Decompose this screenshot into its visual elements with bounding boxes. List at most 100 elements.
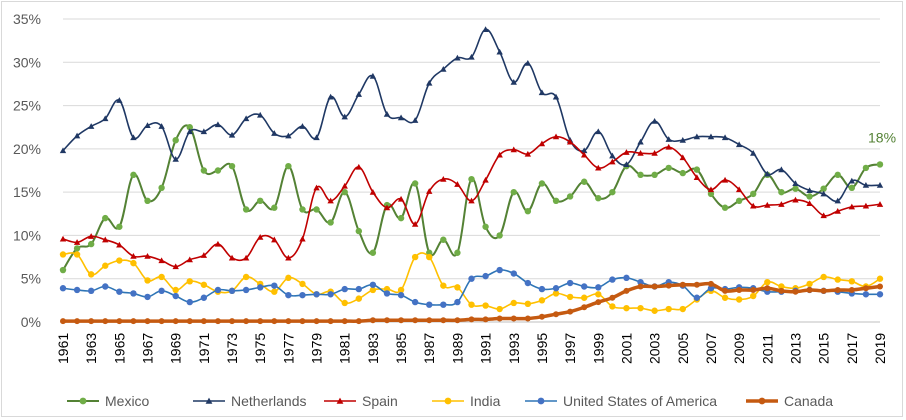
netherlands-point [397, 114, 405, 121]
canada-point [355, 318, 362, 325]
india-point [426, 253, 433, 261]
x-tick-label: 2005 [675, 333, 691, 364]
india-point [820, 273, 827, 281]
united-states-of-america-point [214, 286, 222, 294]
netherlands-point [116, 97, 123, 103]
canada-point [313, 318, 320, 325]
spain-point [735, 186, 743, 193]
spain-point [214, 240, 222, 247]
mexico-point [778, 188, 785, 196]
netherlands-point [426, 79, 433, 86]
canada-point [257, 318, 264, 325]
india-point [355, 295, 363, 302]
x-tick-label: 1985 [393, 333, 409, 364]
spain-point [750, 202, 757, 209]
netherlands-point [862, 182, 870, 188]
india-point [116, 257, 123, 264]
spain-point [637, 149, 644, 156]
netherlands-point [834, 197, 841, 204]
y-tick-label: 30% [13, 54, 41, 70]
netherlands-point [130, 134, 137, 141]
mexico-point [313, 206, 320, 213]
united-states-of-america-point [327, 291, 334, 298]
series-netherlands [59, 26, 884, 204]
mexico-point [87, 240, 95, 248]
x-tick-label: 1991 [478, 333, 494, 364]
india-point [242, 273, 250, 281]
canada-point [524, 315, 531, 322]
mexico-point [73, 245, 81, 252]
x-tick-label: 2003 [647, 333, 663, 364]
india-point [130, 259, 137, 267]
india-point [468, 301, 475, 308]
y-tick-label: 35% [13, 11, 41, 27]
india-point [778, 283, 785, 290]
netherlands-point [693, 133, 701, 140]
united-states-of-america-point [130, 290, 137, 297]
india-point [510, 299, 517, 307]
canada-point [693, 281, 700, 288]
canada-point [243, 318, 250, 325]
canada-point [440, 317, 447, 324]
mexico-point [59, 266, 67, 274]
canada-point [158, 318, 165, 325]
united-states-of-america-point [242, 286, 250, 294]
india-point [721, 294, 729, 301]
mexico-point [750, 190, 757, 198]
united-states-of-america-point [876, 291, 884, 298]
united-states-of-america-point [341, 285, 348, 293]
mexico-point [397, 214, 405, 222]
mexico-point [257, 197, 264, 204]
netherlands-point [327, 93, 334, 100]
united-states-of-america-point [440, 301, 447, 308]
x-tick-label: 1963 [83, 333, 99, 364]
canada-point [581, 304, 588, 311]
spain-point [510, 146, 517, 153]
canada-point [398, 317, 405, 324]
canada-point [285, 318, 292, 325]
netherlands-point [552, 93, 560, 100]
mexico-point [538, 180, 546, 187]
netherlands-point [411, 117, 419, 123]
india-point [200, 281, 208, 288]
mexico-point [130, 171, 137, 179]
spain-point [595, 164, 602, 171]
netherlands-point [876, 182, 884, 188]
spain-point [707, 186, 715, 193]
united-states-of-america-point [200, 294, 208, 301]
spain-point [665, 143, 672, 150]
united-states-of-america-point [355, 285, 363, 293]
mexico-point [552, 197, 560, 204]
canada-point [412, 317, 419, 324]
spain-point [820, 212, 827, 219]
mexico-point [454, 249, 461, 256]
united-states-of-america-point [116, 288, 123, 295]
legend: Mexico Netherlands Spain India United States… [67, 393, 833, 409]
canada-point [88, 318, 95, 325]
netherlands-point [313, 134, 320, 141]
netherlands-point [228, 131, 236, 138]
x-tick-label: 2013 [787, 333, 803, 364]
united-states-of-america-point [369, 281, 377, 288]
united-states-of-america-point [468, 275, 475, 282]
mexico-point [637, 171, 644, 179]
y-tick-label: 0% [21, 314, 41, 330]
legend-item-spain: Spain [324, 393, 398, 409]
mexico-point [228, 162, 236, 170]
canada-point [679, 281, 686, 288]
netherlands-point [454, 54, 461, 61]
mexico-point [271, 204, 278, 211]
netherlands-point [580, 147, 588, 154]
spain-point [411, 220, 419, 227]
gridlines [63, 18, 880, 323]
data-label-annotation: 18% [868, 129, 896, 145]
netherlands-point [806, 187, 813, 193]
canada-point [144, 318, 151, 325]
united-states-of-america-point [496, 266, 503, 274]
india-point [496, 305, 503, 313]
canada-point [707, 280, 714, 287]
united-states-of-america-point [482, 272, 489, 280]
spain-point [496, 151, 503, 158]
